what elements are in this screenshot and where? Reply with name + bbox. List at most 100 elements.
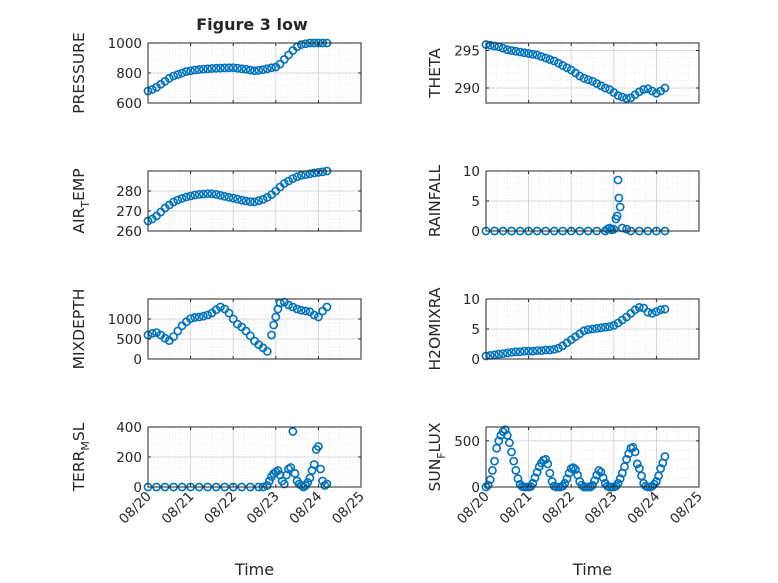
data-point [617,223,627,233]
x-tick-label: 08/24 [624,489,663,528]
data-point [250,197,259,207]
data-point [265,476,274,486]
y-axis-label: RAINFALL [426,164,444,237]
data-point [305,169,315,179]
y-label-rest: SL [70,422,88,441]
data-point [173,70,183,79]
data-point [490,41,499,51]
data-point [596,323,606,333]
data-point [502,45,512,55]
data-point [279,479,289,489]
data-point [562,474,572,484]
x-tick-label: 08/24 [286,489,325,528]
y-tick-label: 0 [471,352,480,368]
data-point [254,65,264,75]
y-axis-label: H2OMIXRA [426,287,444,370]
data-point [262,481,272,490]
data-point [173,195,183,205]
data-point [309,310,319,320]
data-point [613,175,623,185]
data-point [594,465,604,475]
data-point [207,189,217,199]
data-point [190,190,200,200]
data-point [228,193,238,203]
data-point [507,46,516,55]
data-point [194,189,204,199]
data-point [309,460,319,469]
data-point [564,468,574,478]
data-point [571,465,580,474]
data-point [181,67,191,76]
data-point [313,442,323,451]
data-point [528,49,538,59]
data-point [592,79,602,88]
data-point [284,176,293,186]
subplot-3: 260 270 280 AIRTEMP [70,166,362,240]
data-point [220,63,230,73]
data-point [549,56,559,66]
data-point [290,469,300,478]
data-point [583,75,593,85]
data-point [554,58,563,68]
data-point [241,196,251,206]
data-point [562,63,572,73]
data-point [511,46,521,56]
data-point [233,63,242,73]
y-tick-label: 1000 [108,312,142,328]
data-point [528,346,538,356]
data-point [288,427,298,436]
data-point [286,463,296,472]
data-point [511,347,521,357]
data-point [598,473,608,483]
data-point [237,195,247,205]
data-point [605,322,614,331]
data-point [568,463,578,473]
data-point [511,465,521,475]
data-point [588,480,597,490]
data-point [267,63,276,73]
data-point [303,478,313,487]
data-point [177,193,187,203]
y-axis-label: AIRTEMP [70,168,92,233]
data-point [500,425,510,435]
axes-box [147,298,362,360]
data-point [485,40,495,50]
data-point [224,63,234,73]
data-point [169,197,178,207]
data-point [647,86,657,96]
data-point [507,447,516,457]
data-point [614,193,624,203]
y-tick-label: 0 [471,480,480,496]
data-point [164,73,174,83]
x-tick-label: 08/25 [667,489,706,528]
data-point [279,178,289,188]
data-point [316,464,325,474]
data-point [519,48,529,58]
data-point [622,94,631,103]
y-tick-label: 10 [463,292,480,308]
data-point [628,442,638,452]
data-point [660,83,670,93]
data-point [258,194,268,204]
data-point [652,307,661,316]
data-point [245,197,255,206]
data-point [630,447,640,457]
axes-box [147,170,362,232]
y-tick-label: 400 [116,420,142,436]
data-point [220,191,230,201]
x-axis-label: Time [572,560,612,579]
data-point [262,346,272,356]
data-point [545,468,555,478]
data-point [271,312,281,322]
data-point [296,170,306,180]
data-point [228,314,238,324]
data-point [579,326,589,336]
subplot-5: 0 500 1000 MIXDEPTH [70,289,362,369]
y-tick-label: 800 [116,66,142,82]
data-point [634,87,644,97]
y-axis-label: SUNFLUX [426,422,448,491]
y-label-subscript: F [435,452,448,458]
data-point [169,332,178,341]
y-tick-label: 0 [471,224,480,240]
